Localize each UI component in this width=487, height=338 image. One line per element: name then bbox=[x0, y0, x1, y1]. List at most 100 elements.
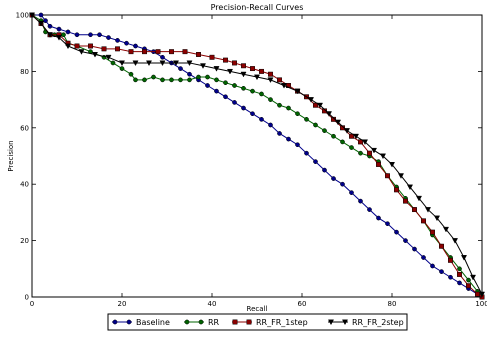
series-line bbox=[31, 14, 483, 298]
data-point bbox=[340, 181, 345, 187]
data-point bbox=[358, 139, 363, 145]
data-point bbox=[322, 167, 327, 173]
data-point bbox=[286, 136, 291, 142]
data-point bbox=[415, 195, 423, 202]
data-point bbox=[88, 32, 93, 38]
data-point bbox=[304, 116, 309, 122]
data-point bbox=[259, 68, 264, 74]
data-point bbox=[187, 71, 192, 77]
data-point bbox=[277, 77, 282, 83]
data-point bbox=[361, 139, 369, 146]
data-point bbox=[46, 32, 54, 38]
data-point bbox=[182, 49, 188, 55]
series-rr-fr-1step bbox=[29, 12, 485, 300]
data-point bbox=[169, 77, 174, 83]
data-point bbox=[421, 255, 426, 260]
data-point bbox=[406, 184, 414, 191]
x-tick-label: 100 bbox=[475, 300, 487, 308]
data-point bbox=[196, 74, 201, 80]
data-point bbox=[349, 190, 354, 196]
data-point bbox=[213, 66, 220, 72]
data-point bbox=[442, 226, 450, 233]
data-point bbox=[124, 40, 129, 46]
data-point bbox=[232, 60, 237, 66]
data-point bbox=[376, 162, 381, 167]
data-point bbox=[349, 145, 354, 150]
data-point bbox=[205, 74, 210, 80]
legend-label: Baseline bbox=[136, 318, 170, 327]
data-point bbox=[403, 198, 408, 204]
x-tick-label: 0 bbox=[30, 300, 34, 308]
data-point bbox=[232, 83, 237, 88]
chart-title: Precision-Recall Curves bbox=[211, 3, 304, 12]
series-layer bbox=[28, 12, 486, 300]
data-point bbox=[457, 266, 462, 272]
data-point bbox=[37, 21, 45, 27]
y-tick-label: 60 bbox=[20, 124, 29, 132]
legend-item: RR bbox=[184, 318, 220, 327]
data-point bbox=[469, 274, 477, 281]
x-tick-label: 60 bbox=[298, 300, 307, 308]
y-tick-label: 100 bbox=[16, 12, 29, 20]
data-point bbox=[97, 32, 102, 38]
y-tick-label: 0 bbox=[25, 294, 29, 302]
data-point bbox=[451, 238, 459, 244]
data-point bbox=[397, 173, 405, 179]
data-point bbox=[439, 243, 444, 249]
data-point bbox=[388, 162, 396, 168]
data-point bbox=[232, 100, 237, 105]
y-axis-title: Precision bbox=[7, 140, 15, 171]
data-point bbox=[199, 63, 207, 69]
data-point bbox=[250, 66, 255, 72]
data-point bbox=[349, 133, 354, 139]
data-point bbox=[128, 49, 134, 55]
data-point bbox=[241, 105, 246, 111]
data-point bbox=[259, 91, 264, 97]
data-point bbox=[241, 85, 246, 91]
data-point bbox=[145, 60, 153, 67]
data-point bbox=[412, 207, 417, 213]
data-point bbox=[475, 291, 480, 297]
legend-item: RR_FR_1step bbox=[232, 318, 308, 327]
data-point bbox=[325, 111, 333, 117]
data-point bbox=[159, 60, 166, 67]
data-point bbox=[226, 68, 234, 75]
data-point bbox=[379, 153, 387, 160]
data-point bbox=[439, 269, 444, 274]
data-point bbox=[304, 150, 309, 156]
data-point bbox=[253, 74, 261, 81]
data-point bbox=[186, 60, 193, 67]
legend-label: RR_FR_2step bbox=[352, 318, 404, 327]
series-line bbox=[32, 14, 483, 298]
data-point bbox=[250, 88, 255, 94]
data-point bbox=[178, 66, 183, 71]
data-point bbox=[448, 274, 453, 280]
data-point bbox=[286, 105, 291, 111]
data-point bbox=[91, 52, 99, 58]
legend-items: Baseline RR RR_FR_1step RR_FR_2step bbox=[112, 318, 404, 327]
data-point bbox=[259, 116, 264, 122]
data-point bbox=[209, 54, 215, 60]
data-point bbox=[169, 49, 174, 55]
data-point bbox=[196, 52, 201, 57]
data-point bbox=[412, 246, 417, 252]
data-point bbox=[133, 77, 138, 83]
data-point bbox=[307, 97, 315, 103]
data-point bbox=[448, 257, 453, 263]
x-tick-label: 80 bbox=[388, 300, 397, 308]
data-point bbox=[160, 77, 165, 83]
data-point bbox=[172, 60, 180, 67]
data-point bbox=[240, 71, 247, 78]
data-point bbox=[43, 18, 48, 23]
data-point bbox=[214, 88, 219, 94]
data-point bbox=[214, 77, 219, 83]
legend: Baseline RR RR_FR_1step RR_FR_2step bbox=[107, 313, 408, 331]
data-point bbox=[55, 35, 63, 41]
data-point bbox=[205, 83, 210, 88]
data-point bbox=[376, 215, 381, 221]
legend-marker bbox=[112, 319, 118, 325]
data-point bbox=[223, 57, 228, 63]
data-point bbox=[118, 60, 126, 67]
data-point bbox=[65, 29, 71, 35]
